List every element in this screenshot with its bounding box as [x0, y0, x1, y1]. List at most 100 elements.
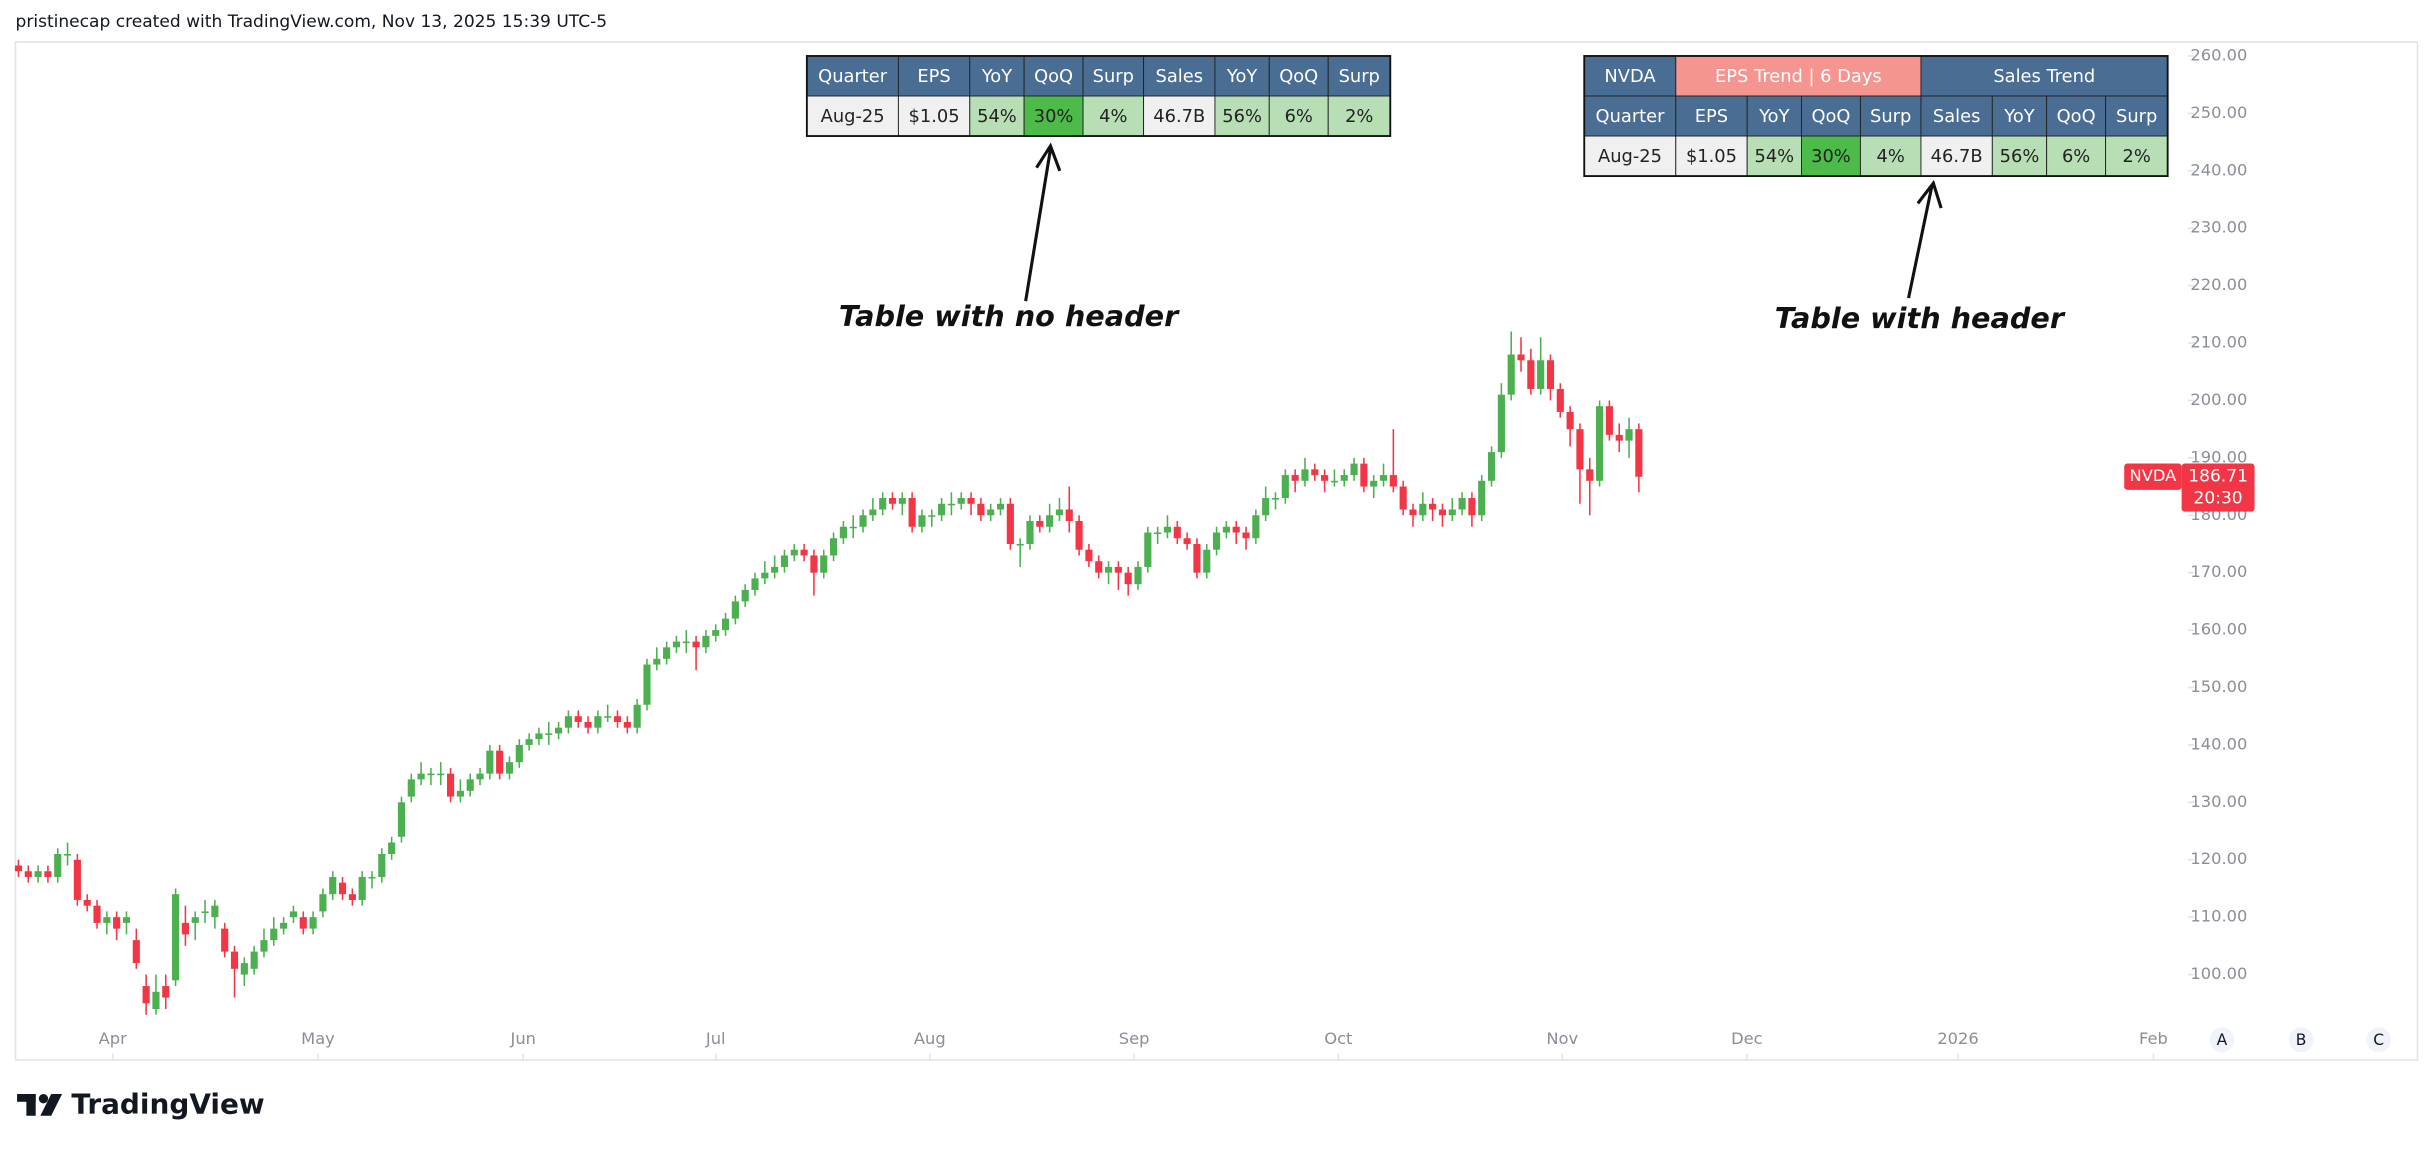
table-cell-text: 54%	[977, 106, 1017, 127]
table-cell	[2046, 95, 2107, 137]
candle-body	[388, 842, 396, 855]
candle-body	[447, 773, 455, 797]
candle-body	[456, 790, 464, 797]
candle-body	[437, 773, 445, 776]
candle-body	[152, 991, 160, 1010]
candle-body	[1046, 515, 1054, 527]
table-cell	[969, 55, 1025, 97]
price-label-symbol: NVDA	[2130, 466, 2177, 485]
table-cell-text: YoY	[1758, 106, 1789, 127]
scale-button[interactable]: A	[2217, 1031, 2228, 1049]
candle-body	[663, 647, 671, 659]
table-cell-text: EPS Trend | 6 Days	[1715, 66, 1882, 87]
candle-body	[1537, 360, 1545, 389]
y-tick-label: 260.00	[2190, 45, 2247, 64]
candle-body	[93, 905, 101, 923]
y-tick-label: 220.00	[2190, 275, 2247, 294]
candle-body	[859, 515, 867, 527]
candle-body	[1596, 406, 1604, 481]
candle-body	[1605, 406, 1613, 435]
candle-body	[397, 802, 406, 837]
candle-body	[947, 503, 955, 506]
candle-body	[1566, 411, 1574, 430]
candle-body	[63, 854, 72, 856]
scale-buttons: A B C	[2209, 1027, 2392, 1053]
candle-body	[132, 940, 140, 964]
price-label-symbol-bg	[2124, 463, 2182, 490]
table-cell-text: 6%	[2062, 146, 2090, 167]
candle-body	[1438, 509, 1447, 516]
candle-body	[1517, 354, 1525, 361]
table-cell-text: 54%	[1755, 146, 1795, 167]
arrow	[1907, 185, 1934, 299]
candle-body	[555, 727, 563, 734]
candle-body	[918, 515, 926, 527]
table-cell-text: YoY	[981, 66, 1012, 87]
table-cell-text: 56%	[1222, 106, 1262, 127]
candle-body	[1095, 561, 1103, 573]
candle-body	[270, 928, 278, 941]
candle-body	[1055, 509, 1064, 516]
candle-body	[505, 762, 514, 774]
table-cell-text: Aug-25	[821, 106, 885, 127]
button-bg[interactable]	[2209, 1027, 2235, 1053]
candle-body	[1576, 429, 1584, 470]
candle-body	[849, 526, 857, 529]
candle-body	[1360, 463, 1368, 487]
candle-body	[1468, 498, 1476, 516]
candle-body	[1222, 526, 1230, 533]
table-cell	[1920, 55, 2169, 97]
candle-body	[24, 871, 32, 877]
table-cell-text: Surp	[1870, 106, 1911, 127]
candle-body	[211, 905, 219, 918]
table-cell	[1991, 95, 2048, 137]
candle-body	[1193, 543, 1201, 573]
candle-body	[1232, 526, 1240, 533]
candle-body	[427, 773, 435, 776]
candle-body	[977, 503, 985, 516]
candle-body	[1173, 526, 1181, 539]
annotation: Table with no header	[839, 299, 1180, 333]
scale-button[interactable]: C	[2373, 1031, 2384, 1049]
candle-body	[1478, 480, 1486, 516]
candle-body	[712, 630, 720, 636]
table-cell-text: EPS	[1695, 106, 1728, 127]
table-cell-text: $1.05	[1686, 146, 1737, 167]
logo-shape	[40, 1094, 63, 1116]
candle-body	[191, 917, 199, 923]
table-cell	[1801, 95, 1861, 137]
table-cell-text: 6%	[1285, 106, 1313, 127]
candle-body	[1389, 475, 1397, 487]
y-tick-label: 190.00	[2190, 447, 2247, 466]
y-tick-label: 200.00	[2190, 390, 2247, 409]
button-bg[interactable]	[2288, 1027, 2314, 1053]
y-tick-label: 140.00	[2190, 734, 2247, 753]
table-cell	[1023, 95, 1084, 137]
scale-button[interactable]: B	[2296, 1031, 2307, 1049]
y-tick-label: 150.00	[2190, 677, 2247, 696]
table-cell-text: 56%	[2000, 146, 2040, 167]
x-tick-label: Nov	[1546, 1029, 1578, 1048]
candle-body	[1330, 480, 1338, 483]
table-cell-text: YoY	[1226, 66, 1257, 87]
candle-body	[1154, 532, 1162, 535]
table-cell-text: QoQ	[2057, 106, 2096, 127]
candle-body	[289, 911, 298, 918]
candle-body	[1291, 475, 1299, 481]
button-bg[interactable]	[2366, 1027, 2392, 1053]
tables: Quarter EPS YoY QoQ Surp Sales YoY QoQ Surp Aug-2…	[805, 55, 2169, 177]
candle-body	[1242, 532, 1250, 539]
candle-body	[1546, 360, 1555, 389]
table-cell	[1143, 95, 1216, 137]
table-cell-text: QoQ	[1811, 106, 1850, 127]
candle-body	[702, 635, 710, 648]
table-cell-text: 46.7B	[1153, 106, 1205, 127]
candle-body	[1448, 509, 1456, 516]
candle-body	[574, 716, 582, 722]
candle-body	[417, 773, 425, 780]
candle-body	[721, 618, 730, 631]
table-cell	[1859, 135, 1922, 177]
table-cell-text: 2%	[1345, 106, 1373, 127]
table-cell-text: Sales	[1933, 106, 1980, 127]
y-tick-label: 130.00	[2190, 792, 2247, 811]
